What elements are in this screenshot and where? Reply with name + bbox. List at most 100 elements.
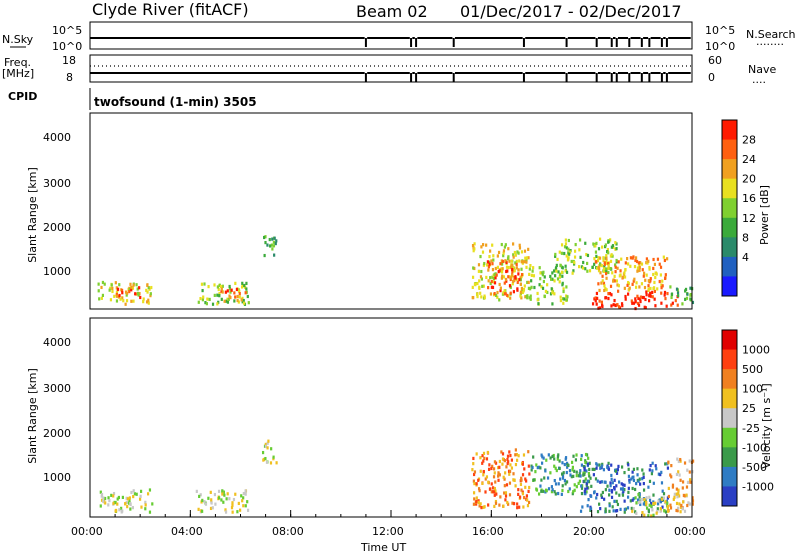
velocity-cell bbox=[689, 480, 692, 484]
power-scale-tick: 8 bbox=[742, 231, 749, 244]
velocity-cell bbox=[666, 501, 669, 505]
velocity-cell bbox=[485, 457, 489, 461]
power-cell bbox=[491, 262, 494, 266]
power-cell bbox=[541, 273, 544, 277]
velocity-cell bbox=[483, 456, 486, 460]
power-cell bbox=[490, 285, 494, 289]
velocity-cell bbox=[586, 479, 589, 483]
velocity-cell bbox=[503, 491, 506, 495]
velocity-cell bbox=[507, 460, 510, 464]
nave-label: Nave bbox=[748, 63, 776, 76]
velocity-cell bbox=[627, 486, 630, 490]
power-cell bbox=[482, 284, 485, 288]
power-cell bbox=[684, 289, 687, 293]
velocity-cell bbox=[207, 496, 210, 500]
power-cell bbox=[500, 267, 503, 271]
power-cell bbox=[511, 282, 514, 286]
velocity-cell bbox=[497, 471, 500, 475]
velocity-scale-swatch bbox=[722, 388, 737, 409]
velocity-scale-tick: 500 bbox=[742, 363, 763, 376]
power-cell bbox=[216, 285, 219, 289]
power-cell bbox=[549, 274, 552, 279]
power-cell bbox=[582, 260, 585, 265]
power-scale-swatch bbox=[722, 256, 737, 277]
power-cell bbox=[513, 278, 516, 283]
power-cell bbox=[653, 262, 657, 266]
velocity-cell bbox=[472, 502, 476, 506]
velocity-cell bbox=[589, 507, 593, 511]
power-cell bbox=[605, 256, 608, 261]
power-cell bbox=[639, 261, 642, 265]
velocity-cell bbox=[209, 506, 213, 511]
power-cell bbox=[564, 264, 567, 268]
velocity-cell bbox=[685, 493, 688, 497]
power-cell bbox=[610, 293, 613, 297]
power-cell bbox=[565, 285, 568, 289]
power-cell bbox=[226, 289, 229, 293]
power-cell bbox=[649, 294, 652, 298]
power-cell bbox=[645, 273, 648, 277]
power-cell bbox=[593, 297, 596, 301]
velocity-cell bbox=[615, 484, 618, 488]
power-cell bbox=[567, 247, 570, 251]
power-cell bbox=[478, 279, 481, 283]
power-cell bbox=[508, 259, 511, 263]
velocity-cell bbox=[631, 475, 634, 480]
velocity-cell bbox=[516, 506, 519, 510]
power-cell bbox=[139, 295, 142, 300]
power-cell bbox=[146, 283, 149, 288]
power-cell bbox=[480, 269, 483, 274]
freq-traces bbox=[90, 65, 692, 82]
velocity-cell bbox=[651, 508, 654, 512]
velocity-cell bbox=[539, 466, 542, 470]
velocity-cell bbox=[100, 498, 104, 502]
velocity-cell bbox=[209, 490, 212, 494]
velocity-cell bbox=[114, 508, 118, 513]
power-cell bbox=[677, 294, 680, 298]
nave-dots: .... bbox=[752, 73, 766, 86]
velocity-cell bbox=[671, 483, 675, 487]
x-tick-4: 04:00 bbox=[171, 525, 203, 538]
velocity-cell bbox=[678, 473, 681, 477]
power-cell bbox=[563, 297, 566, 301]
velocity-cell bbox=[631, 498, 634, 502]
power-cell bbox=[533, 285, 536, 290]
power-cell bbox=[640, 262, 644, 266]
velocity-cell bbox=[540, 489, 543, 493]
power-cell bbox=[529, 287, 532, 291]
velocity-cell bbox=[544, 469, 547, 473]
power-cell bbox=[228, 294, 231, 298]
velocity-cell bbox=[130, 490, 133, 495]
power-cell bbox=[103, 282, 106, 286]
power-cell bbox=[473, 247, 476, 251]
power-cell bbox=[621, 304, 624, 308]
power-cell bbox=[213, 283, 216, 287]
velocity-cell bbox=[601, 490, 604, 495]
power-cell bbox=[488, 260, 491, 264]
power-cell bbox=[584, 267, 587, 271]
velocity-cell bbox=[213, 492, 217, 497]
power-cell bbox=[538, 283, 541, 287]
velocity-cell bbox=[479, 469, 482, 473]
power-cell bbox=[519, 278, 522, 282]
power-cell bbox=[147, 298, 150, 302]
power-cell bbox=[663, 290, 667, 295]
power-cell bbox=[655, 272, 658, 276]
velocity-cell bbox=[545, 489, 548, 493]
power-cell bbox=[238, 295, 241, 299]
power-cell bbox=[613, 279, 616, 283]
velocity-cell bbox=[621, 488, 625, 492]
power-cell bbox=[271, 247, 274, 251]
freq-tick-bottom: 8 bbox=[66, 71, 73, 84]
velocity-cell bbox=[542, 456, 545, 460]
power-cell bbox=[516, 280, 519, 285]
power-cell bbox=[240, 298, 243, 302]
power-cell bbox=[609, 259, 613, 263]
velocity-cell bbox=[584, 487, 587, 491]
velocity-cell bbox=[609, 484, 612, 488]
velocity-cell bbox=[540, 461, 544, 465]
velocity-cell bbox=[691, 499, 695, 503]
velocity-cell bbox=[525, 479, 528, 483]
power-cell bbox=[494, 266, 497, 271]
power-cell bbox=[471, 275, 475, 279]
